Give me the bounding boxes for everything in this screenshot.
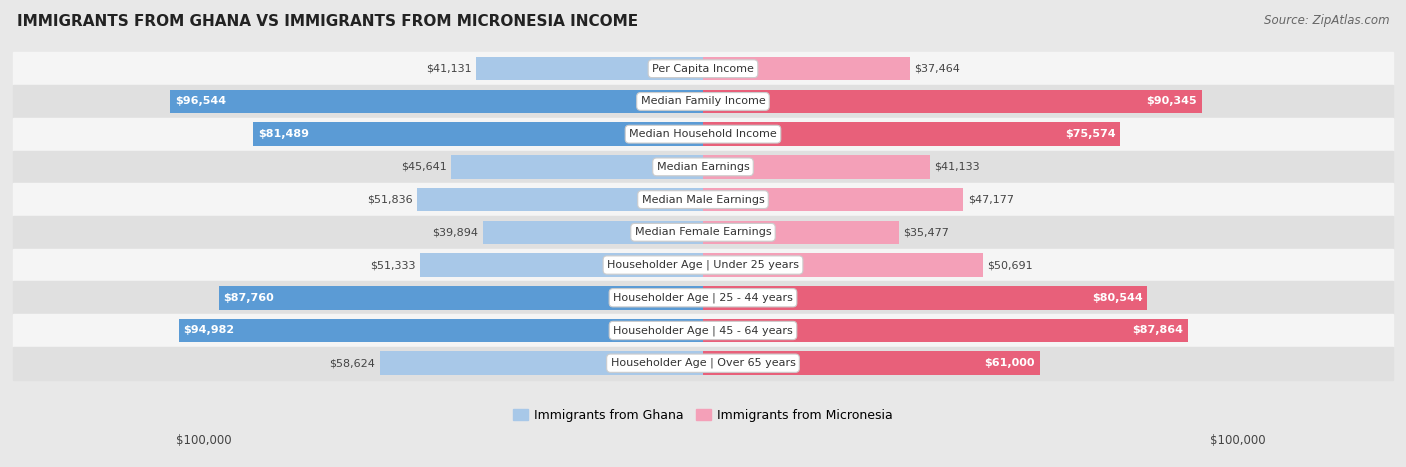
Bar (219, 286, 703, 310)
Bar (13, 347, 1393, 380)
Bar (703, 155, 929, 179)
Text: $61,000: $61,000 (984, 358, 1035, 368)
Bar (380, 352, 703, 375)
Text: Median Earnings: Median Earnings (657, 162, 749, 172)
Bar (703, 220, 898, 244)
Bar (703, 352, 1039, 375)
Bar (13, 52, 1393, 85)
Text: $47,177: $47,177 (967, 195, 1014, 205)
Text: Householder Age | Over 65 years: Householder Age | Over 65 years (610, 358, 796, 368)
Text: $35,477: $35,477 (903, 227, 949, 237)
Text: $87,760: $87,760 (224, 293, 274, 303)
Text: $94,982: $94,982 (183, 325, 235, 335)
Bar (703, 57, 910, 80)
Bar (420, 253, 703, 277)
Bar (703, 90, 1202, 113)
Bar (13, 249, 1393, 282)
Text: Householder Age | 45 - 64 years: Householder Age | 45 - 64 years (613, 325, 793, 336)
Text: $90,345: $90,345 (1146, 97, 1197, 106)
Bar (703, 122, 1121, 146)
Bar (13, 150, 1393, 183)
Text: $50,691: $50,691 (987, 260, 1033, 270)
Bar (703, 253, 983, 277)
Text: $37,464: $37,464 (914, 64, 960, 74)
Legend: Immigrants from Ghana, Immigrants from Micronesia: Immigrants from Ghana, Immigrants from M… (513, 409, 893, 422)
Text: Median Male Earnings: Median Male Earnings (641, 195, 765, 205)
Text: $41,131: $41,131 (426, 64, 471, 74)
Bar (13, 183, 1393, 216)
Text: Median Household Income: Median Household Income (628, 129, 778, 139)
Text: Per Capita Income: Per Capita Income (652, 64, 754, 74)
Bar (13, 85, 1393, 118)
Text: Householder Age | 25 - 44 years: Householder Age | 25 - 44 years (613, 292, 793, 303)
Bar (477, 57, 703, 80)
Bar (482, 220, 703, 244)
Bar (13, 282, 1393, 314)
Bar (703, 318, 1188, 342)
Bar (170, 90, 703, 113)
Text: Median Family Income: Median Family Income (641, 97, 765, 106)
Bar (179, 318, 703, 342)
Text: $87,864: $87,864 (1132, 325, 1184, 335)
Bar (253, 122, 703, 146)
Text: $51,836: $51,836 (367, 195, 412, 205)
Text: $58,624: $58,624 (329, 358, 375, 368)
Bar (13, 314, 1393, 347)
Text: $41,133: $41,133 (935, 162, 980, 172)
Text: $100,000: $100,000 (176, 434, 232, 447)
Bar (13, 118, 1393, 150)
Bar (13, 216, 1393, 249)
Text: $51,333: $51,333 (370, 260, 415, 270)
Text: $75,574: $75,574 (1064, 129, 1115, 139)
Text: Median Female Earnings: Median Female Earnings (634, 227, 772, 237)
Text: $45,641: $45,641 (401, 162, 447, 172)
Bar (418, 188, 703, 212)
Text: $81,489: $81,489 (257, 129, 309, 139)
Text: Householder Age | Under 25 years: Householder Age | Under 25 years (607, 260, 799, 270)
Text: Source: ZipAtlas.com: Source: ZipAtlas.com (1264, 14, 1389, 27)
Text: $39,894: $39,894 (433, 227, 478, 237)
Bar (703, 188, 963, 212)
Text: $96,544: $96,544 (174, 97, 226, 106)
Bar (703, 286, 1147, 310)
Text: $80,544: $80,544 (1092, 293, 1143, 303)
Text: $100,000: $100,000 (1209, 434, 1265, 447)
Text: IMMIGRANTS FROM GHANA VS IMMIGRANTS FROM MICRONESIA INCOME: IMMIGRANTS FROM GHANA VS IMMIGRANTS FROM… (17, 14, 638, 29)
Bar (451, 155, 703, 179)
